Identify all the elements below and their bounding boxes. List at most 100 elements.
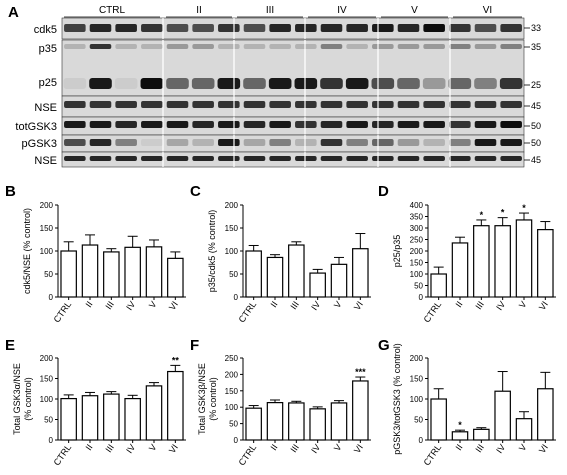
blot-band <box>218 24 240 32</box>
blot-band <box>166 139 189 146</box>
x-tick-label: VI <box>537 299 550 312</box>
y-tick-label: 250 <box>410 236 424 245</box>
x-tick-label: IV <box>494 442 507 455</box>
significance-marker: * <box>501 208 505 218</box>
blot-band <box>115 139 137 146</box>
y-tick-label: 0 <box>419 293 424 302</box>
x-tick-label: IV <box>124 299 137 312</box>
y-tick-label: 100 <box>40 395 54 404</box>
y-tick-label: 150 <box>410 259 424 268</box>
mw-marker: 45 <box>531 155 541 165</box>
x-tick-label: III <box>473 442 486 454</box>
blot-row-label: p35 <box>39 43 57 55</box>
y-tick-label: 150 <box>225 224 239 233</box>
blot-band-p25 <box>63 78 87 89</box>
group-label: II <box>196 5 202 16</box>
chart-e: E 0 50 100 150 200 Total GSK3α/NSE (% control) C… <box>5 337 186 467</box>
bar <box>330 402 348 441</box>
blot-band <box>500 121 522 128</box>
bar <box>451 431 469 441</box>
x-tick-label: IV <box>309 299 322 312</box>
x-tick-label: III <box>103 442 116 454</box>
y-tick-label: 200 <box>410 247 424 256</box>
blot-band-p35 <box>218 44 240 49</box>
significance-marker: * <box>458 420 462 430</box>
blot-band <box>474 24 497 32</box>
blot-band-p35 <box>346 44 368 49</box>
panel-letter: E <box>5 337 15 354</box>
blot-band-p35 <box>423 44 445 49</box>
panel-letter: C <box>190 183 201 200</box>
bar <box>288 244 305 298</box>
blot-band <box>192 139 214 146</box>
bar <box>60 397 77 441</box>
x-tick-label: II <box>269 299 280 309</box>
y-tick-label: 100 <box>225 403 239 412</box>
blot-band <box>346 101 368 108</box>
blot-band <box>500 156 522 161</box>
bar <box>494 390 511 441</box>
blot-band <box>474 156 497 161</box>
blot-band <box>397 24 420 32</box>
x-tick-label: VI <box>537 442 550 455</box>
blot-band-p25 <box>397 78 420 89</box>
blot-band <box>346 24 368 32</box>
blot-band <box>500 24 522 32</box>
blot-band <box>192 121 214 128</box>
blot-band <box>192 101 214 108</box>
y-axis-label: p25/p35 <box>392 235 402 268</box>
x-tick-label: V <box>147 442 159 453</box>
x-tick-label: V <box>332 299 344 310</box>
blot-band <box>320 101 343 108</box>
blot-band <box>115 156 137 161</box>
blot-band <box>320 139 343 146</box>
y-tick-label: 50 <box>44 416 53 425</box>
y-tick-label: 50 <box>414 416 423 425</box>
x-tick-label: III <box>473 299 486 311</box>
bar <box>473 225 490 298</box>
x-tick-label: III <box>288 442 301 454</box>
blot-band <box>372 24 394 32</box>
blot-band <box>372 101 394 108</box>
blot-band <box>166 121 189 128</box>
bar <box>473 428 490 441</box>
blot-band-p25 <box>474 78 497 89</box>
blot-band-p35 <box>166 44 189 49</box>
blot-band <box>372 139 394 146</box>
significance-marker: * <box>480 210 484 220</box>
blot-band <box>243 101 266 108</box>
y-tick-label: 0 <box>49 293 54 302</box>
x-tick-label: V <box>332 442 344 453</box>
blot-band <box>423 121 445 128</box>
blot-band <box>397 121 420 128</box>
blot-band <box>423 101 445 108</box>
blot-band <box>89 101 112 108</box>
blot-band <box>64 121 86 128</box>
y-tick-label: 150 <box>225 387 239 396</box>
bar <box>494 225 511 298</box>
y-tick-label: 100 <box>410 395 424 404</box>
panel-letter: D <box>378 183 389 200</box>
blot-band-p25 <box>294 78 318 89</box>
blot-band <box>474 101 497 108</box>
mw-marker: 50 <box>531 138 541 148</box>
blot-row-label: totGSK3 <box>15 121 57 133</box>
blot-band-p25 <box>371 78 395 89</box>
bar <box>145 246 163 298</box>
x-tick-label: CTRL <box>237 299 259 324</box>
y-tick-label: 100 <box>40 247 54 256</box>
bar <box>103 393 120 441</box>
y-tick-label: 400 <box>410 201 424 210</box>
blot-band-p35 <box>372 44 394 49</box>
bar <box>515 418 533 441</box>
blot-band <box>500 139 522 146</box>
x-tick-label: IV <box>124 442 137 455</box>
blot-band-p35 <box>449 44 471 49</box>
blot-band <box>218 156 240 161</box>
blot-row-label: NSE <box>34 155 57 167</box>
y-axis-label: p35/cdk5 (% control) <box>207 210 217 293</box>
blot-band <box>449 139 471 146</box>
